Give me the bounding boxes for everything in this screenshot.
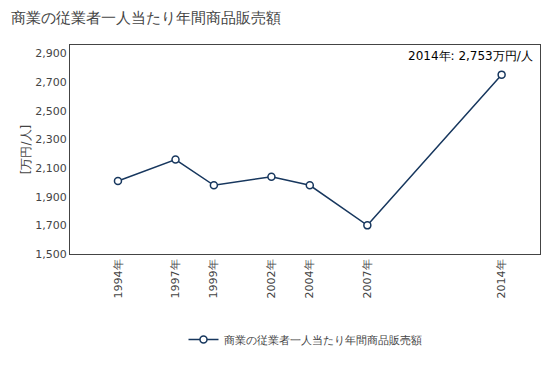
svg-text:[万円/人]: [万円/人]: [19, 125, 33, 174]
svg-text:商業の従業者一人当たり年間商品販売額: 商業の従業者一人当たり年間商品販売額: [224, 334, 422, 347]
svg-text:1,700: 1,700: [35, 219, 67, 232]
svg-text:2,700: 2,700: [35, 76, 67, 89]
svg-text:1994年: 1994年: [112, 259, 125, 298]
svg-text:2,500: 2,500: [35, 105, 67, 118]
svg-text:2,300: 2,300: [35, 133, 67, 146]
svg-text:2,900: 2,900: [35, 47, 67, 60]
svg-text:1999年: 1999年: [207, 259, 220, 298]
svg-text:1,500: 1,500: [35, 248, 67, 261]
svg-text:1,900: 1,900: [35, 191, 67, 204]
svg-text:2,100: 2,100: [35, 162, 67, 175]
svg-text:1997年: 1997年: [169, 259, 182, 298]
svg-text:2004年: 2004年: [303, 259, 316, 298]
svg-text:2007年: 2007年: [361, 259, 374, 298]
svg-text:2014年: 2014年: [495, 259, 508, 298]
svg-text:2014年: 2,753万円/人: 2014年: 2,753万円/人: [408, 49, 533, 63]
svg-text:2002年: 2002年: [265, 259, 278, 298]
svg-text:商業の従業者一人当たり年間商品販売額: 商業の従業者一人当たり年間商品販売額: [11, 9, 281, 27]
